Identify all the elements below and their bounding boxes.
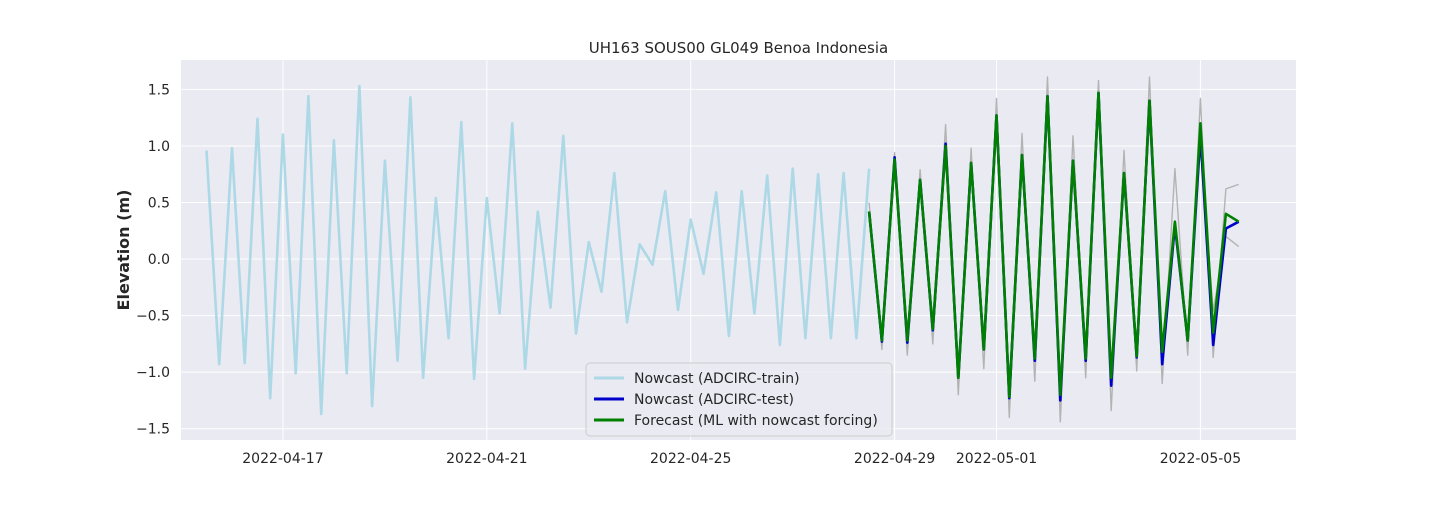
series-line-train bbox=[205, 84, 871, 416]
y-tick-label: −1.5 bbox=[136, 422, 170, 438]
series-line-forecast bbox=[867, 91, 1240, 399]
series-lines bbox=[205, 84, 1240, 416]
legend-label-forecast: Forecast (ML with nowcast forcing) bbox=[634, 413, 878, 429]
chart-title: UH163 SOUS00 GL049 Benoa Indonesia bbox=[589, 39, 888, 57]
legend-label-test: Nowcast (ADCIRC-test) bbox=[634, 392, 794, 408]
grid bbox=[181, 60, 1296, 440]
x-tick-label: 2022-04-21 bbox=[446, 451, 527, 467]
legend-label-train: Nowcast (ADCIRC-train) bbox=[634, 371, 800, 387]
x-tick-label: 2022-04-29 bbox=[854, 451, 935, 467]
x-tick-label: 2022-04-17 bbox=[242, 451, 323, 467]
x-tick-label: 2022-05-01 bbox=[956, 451, 1037, 467]
y-tick-label: 1.5 bbox=[148, 82, 170, 98]
x-tick-label: 2022-04-25 bbox=[650, 451, 731, 467]
x-tick-label: 2022-05-05 bbox=[1160, 451, 1241, 467]
legend-box bbox=[585, 362, 893, 437]
y-tick-label: 1.0 bbox=[148, 139, 170, 155]
legend: Nowcast (ADCIRC-train) Nowcast (ADCIRC-t… bbox=[585, 362, 893, 437]
y-axis-label: Elevation (m) bbox=[114, 190, 133, 311]
y-axis: −1.5 −1.0 −0.5 0.0 0.5 1.0 1.5 bbox=[136, 82, 170, 437]
y-tick-label: −0.5 bbox=[136, 309, 170, 325]
y-tick-label: 0.0 bbox=[148, 252, 170, 268]
y-tick-label: −1.0 bbox=[136, 365, 170, 381]
y-tick-label: 0.5 bbox=[148, 196, 170, 212]
x-axis: 2022-04-17 2022-04-21 2022-04-25 2022-04-29… bbox=[242, 451, 1241, 467]
